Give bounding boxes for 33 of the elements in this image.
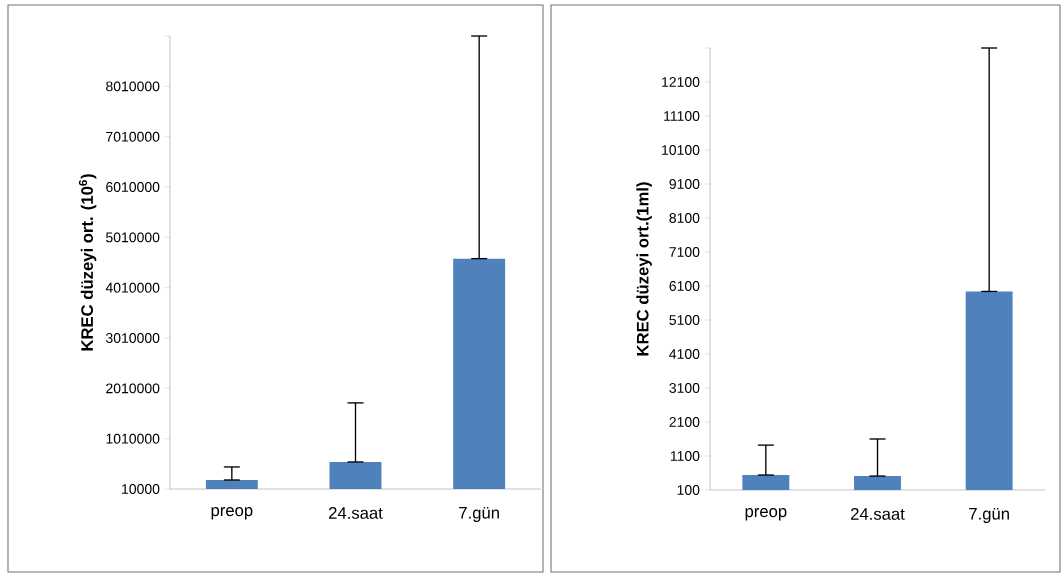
y-tick-label: 10000 <box>122 484 160 494</box>
y-tick-label: 5100 <box>669 315 700 325</box>
y-tick-label: 7010000 <box>106 131 160 142</box>
y-tick-label: 4010000 <box>105 282 160 293</box>
x-tick-label: preop <box>745 508 787 521</box>
y-tick-label: 9100 <box>669 179 700 189</box>
y-tick-label: 1100 <box>670 451 700 461</box>
x-tick-label: 7.gün <box>969 508 1009 523</box>
bar <box>205 479 258 489</box>
y-tick-label: 1010000 <box>106 433 160 444</box>
y-tick-label: 4100 <box>669 349 700 359</box>
y-tick-label: 6100 <box>669 281 700 291</box>
y-tick-label: 11100 <box>664 111 700 121</box>
bar <box>329 461 382 489</box>
y-tick-label: 100 <box>677 485 700 495</box>
y-tick-label: 8010000 <box>106 81 160 92</box>
y-tick-label: 2100 <box>669 417 700 427</box>
x-tick-label: 7.gün <box>459 507 499 522</box>
y-axis-title: KREC düzeyi ort. (10$^{6}$) <box>78 174 97 351</box>
y-tick-label: 6010000 <box>106 182 160 192</box>
bar <box>453 258 506 489</box>
y-tick-label: 3100 <box>669 383 700 393</box>
y-tick-label: 2010000 <box>106 383 160 394</box>
y-tick-label: 5010000 <box>106 232 160 243</box>
y-tick-label: 3010000 <box>105 333 160 343</box>
x-tick-label: 24.saat <box>329 507 383 519</box>
x-tick-label: preop <box>211 507 253 520</box>
y-tick-label: 12100 <box>662 77 700 87</box>
y-axis-title: KREC düzeyi ort.(1ml) <box>636 182 652 356</box>
y-tick-label: 10100 <box>662 145 700 155</box>
y-tick-label: 7100 <box>669 247 700 257</box>
y-tick-label: 8100 <box>669 213 700 223</box>
x-tick-label: 24.saat <box>851 508 905 520</box>
